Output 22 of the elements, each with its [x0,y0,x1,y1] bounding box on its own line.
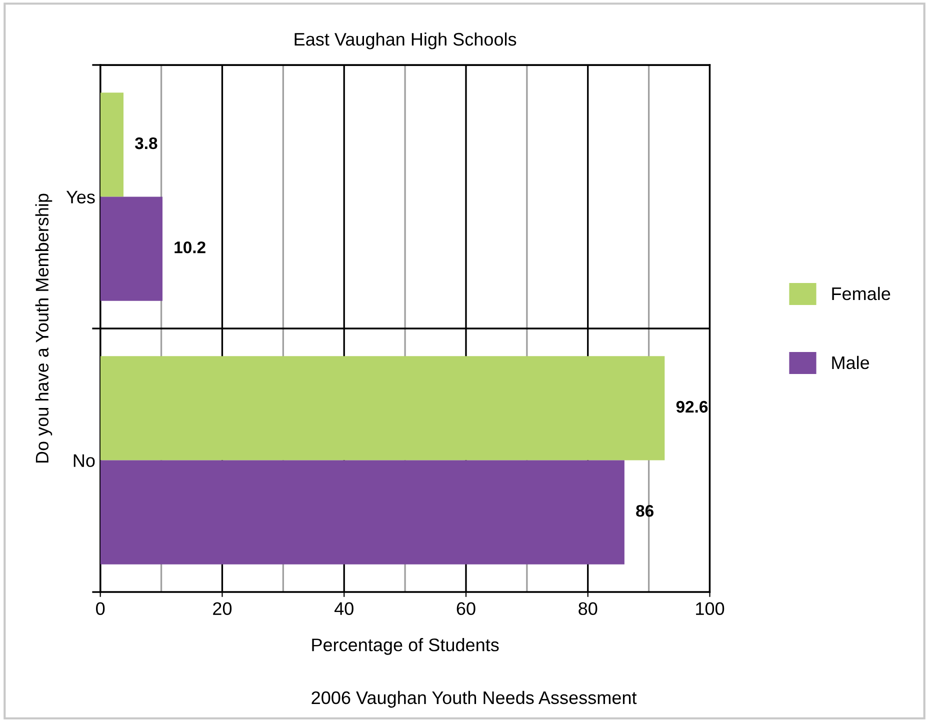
x-tick-label: 0 [96,602,105,616]
bar [100,356,665,460]
data-label: 3.8 [134,137,158,150]
x-tick-label: 80 [578,602,598,616]
bar [100,92,124,197]
text: 2006 Vaughan Youth Needs Assessment [312,690,637,708]
bar [100,196,162,301]
x-tick-label: 100 [696,602,724,616]
legend-label: Female [832,286,890,300]
x-tick-label: 60 [456,602,476,616]
data-label: 10.2 [174,241,206,254]
legend-label: Male [832,356,870,370]
x-tick-label: 40 [334,602,354,616]
y-axis-title: Do you have a Youth Membership [35,194,52,463]
y-tick-label: Yes [66,190,95,204]
data-label: 86 [636,504,654,517]
x-axis-title: Percentage of Students [312,638,499,655]
data-label: 92.6 [676,400,708,413]
chart-title: East Vaughan High Schools [294,32,516,50]
bar [100,460,624,564]
x-tick-label: 20 [213,602,232,616]
y-tick-label: No [74,454,95,467]
